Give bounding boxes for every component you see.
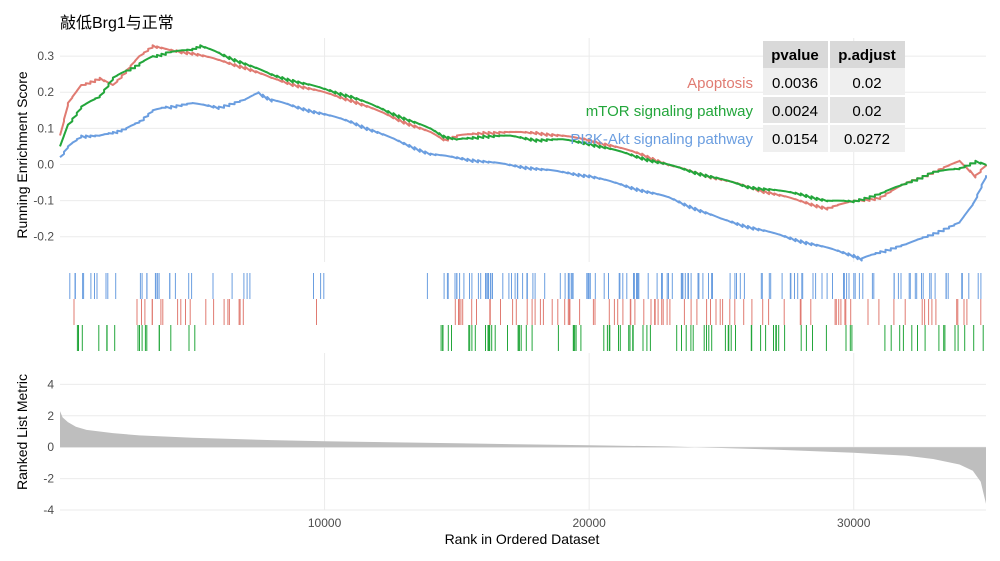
legend-table: pvalue p.adjust Apoptosis 0.0036 0.02 mT…	[570, 41, 905, 152]
table-pvalue: 0.0154	[772, 131, 818, 148]
x-tick-label: 10000	[308, 516, 342, 530]
es-y-tick-label: 0.3	[37, 49, 54, 63]
chart-title: 敲低Brg1与正常	[60, 14, 174, 32]
es-axis-title: Running Enrichment Score	[14, 71, 30, 239]
metric-y-tick-label: 4	[47, 377, 54, 391]
table-pvalue: 0.0024	[772, 103, 818, 120]
metric-y-tick-label: -4	[43, 503, 54, 517]
table-padjust: 0.02	[852, 103, 881, 120]
ranked-metric-area	[60, 411, 986, 504]
table-padjust: 0.02	[852, 75, 881, 92]
es-y-tick-label: 0.2	[37, 85, 54, 99]
table-row-bg	[763, 68, 905, 96]
legend-label-mtor: mTOR signaling pathway	[586, 103, 754, 120]
x-axis-title: Rank in Ordered Dataset	[445, 531, 600, 547]
es-y-tick-label: 0.1	[37, 121, 54, 135]
es-curve-2	[59, 91, 987, 262]
es-y-tick-label: 0.0	[37, 157, 54, 171]
metric-panel: -4 -2 0 2 4 10000 20000 30000	[43, 353, 986, 530]
es-y-tick-labels: -0.2 -0.1 0.0 0.1 0.2 0.3	[33, 49, 54, 244]
table-pvalue: 0.0036	[772, 75, 818, 92]
metric-gridlines	[60, 353, 986, 511]
table-row-bg	[763, 96, 905, 124]
x-tick-labels: 10000 20000 30000	[308, 516, 871, 530]
es-curves	[59, 44, 987, 262]
table-header-bg	[763, 41, 905, 68]
metric-y-tick-label: -2	[43, 472, 54, 486]
table-padjust: 0.0272	[844, 131, 890, 148]
legend-label-pi3k-akt: PI3K-Akt signaling pathway	[570, 131, 753, 148]
metric-y-tick-label: 2	[47, 409, 54, 423]
es-panel: -0.2 -0.1 0.0 0.1 0.2 0.3	[33, 38, 987, 262]
es-y-tick-label: -0.1	[33, 194, 54, 208]
x-tick-label: 30000	[837, 516, 871, 530]
table-header-padjust: p.adjust	[838, 47, 896, 64]
es-gridlines	[60, 38, 986, 262]
metric-y-tick-label: 0	[47, 440, 54, 454]
x-tick-label: 20000	[572, 516, 606, 530]
table-header-pvalue: pvalue	[771, 47, 819, 64]
table-row-bg	[763, 124, 905, 152]
legend-label-apoptosis: Apoptosis	[687, 75, 753, 92]
gene-hit-barcodes	[69, 273, 984, 351]
metric-axis-title: Ranked List Metric	[14, 374, 30, 490]
es-curve-0	[59, 44, 987, 211]
metric-y-tick-labels: -4 -2 0 2 4	[43, 377, 54, 517]
es-y-tick-label: -0.2	[33, 230, 54, 244]
es-curve-1	[59, 44, 987, 204]
